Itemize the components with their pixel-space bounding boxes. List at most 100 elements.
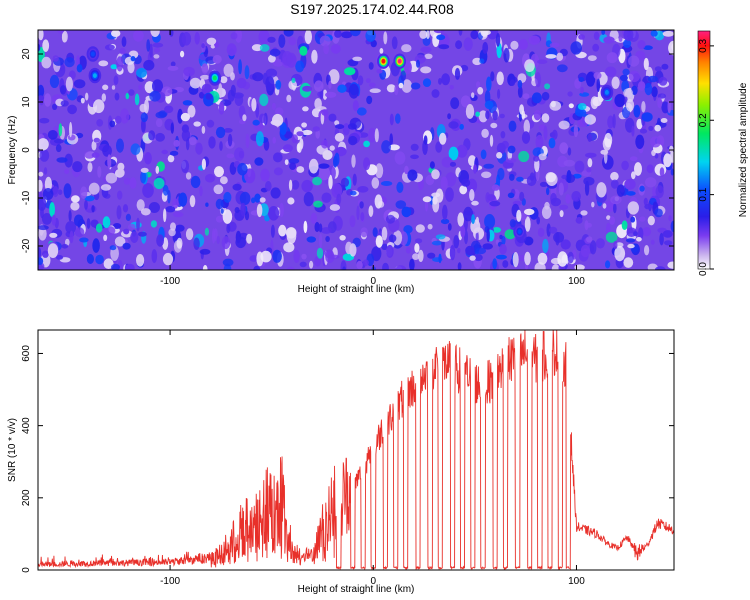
heatmap-cell — [556, 52, 564, 61]
heatmap-cell — [636, 237, 642, 242]
heatmap-cell — [647, 75, 659, 83]
heatmap-cell — [652, 186, 656, 197]
heatmap-cell — [85, 92, 89, 101]
heatmap-cell — [575, 217, 583, 224]
heatmap-cell — [363, 157, 371, 171]
heatmap-cell — [215, 198, 224, 210]
heatmap-cell — [360, 227, 368, 238]
heatmap-cell — [337, 84, 347, 93]
heatmap-cell — [205, 93, 213, 100]
heatmap-cell — [365, 30, 376, 42]
heatmap-cell — [415, 238, 423, 244]
heatmap-cell — [244, 211, 250, 221]
heatmap-cell — [567, 251, 574, 264]
heatmap-cell — [291, 134, 298, 144]
heatmap-cell — [183, 66, 195, 77]
heatmap-cell — [112, 223, 122, 229]
heatmap-cell — [301, 179, 313, 193]
heatmap-cell — [604, 132, 613, 148]
heatmap-cell — [226, 153, 235, 159]
heatmap-cell — [301, 253, 307, 260]
heatmap-cell — [170, 61, 176, 67]
heatmap-cell — [265, 75, 275, 92]
heatmap-cell — [319, 35, 331, 47]
heatmap-cell — [389, 113, 394, 126]
heatmap-cell — [208, 136, 216, 149]
heatmap-cell — [201, 125, 206, 134]
heatmap-cell — [180, 112, 190, 122]
heatmap-cell — [538, 153, 547, 161]
heatmap-cell — [220, 76, 228, 84]
heatmap-cell — [345, 241, 353, 255]
heatmap-cell — [65, 76, 73, 92]
heatmap-cell — [544, 201, 550, 210]
heatmap-cell — [178, 192, 188, 207]
heatmap-cell — [516, 176, 524, 182]
heatmap-cell — [325, 236, 330, 242]
heatmap-cell — [475, 111, 480, 117]
heatmap-hotspots — [86, 46, 614, 240]
heatmap-cell — [496, 142, 506, 154]
heatmap-cell — [523, 119, 530, 135]
heatmap-cell — [556, 64, 568, 73]
heatmap-cell — [341, 31, 353, 39]
heatmap-cell — [593, 31, 600, 41]
heatmap-cell — [368, 205, 374, 217]
heatmap-cell — [149, 90, 161, 102]
heatmap-cell — [268, 54, 276, 63]
heatmap-cell — [670, 168, 674, 176]
heatmap-cell — [497, 89, 501, 99]
heatmap-cell — [420, 66, 432, 74]
heatmap-cell — [607, 115, 614, 129]
heatmap-cell — [485, 192, 491, 203]
heatmap-cell — [584, 114, 596, 125]
heatmap-cell — [549, 226, 558, 234]
heatmap-cell — [287, 197, 295, 205]
heatmap-cell — [180, 50, 185, 58]
heatmap-cell — [516, 209, 522, 222]
heatmap-cell — [481, 171, 492, 179]
heatmap-cell — [328, 80, 332, 90]
heatmap-cell — [571, 191, 581, 202]
heatmap-cell — [625, 238, 636, 243]
heatmap-cell — [226, 223, 231, 234]
heatmap-cell — [170, 122, 174, 134]
heatmap-cell — [613, 240, 618, 250]
heatmap-cell — [200, 74, 210, 80]
heatmap-cell — [610, 195, 622, 205]
heatmap-cell — [654, 208, 663, 218]
heatmap-cell — [623, 39, 632, 48]
heatmap-cell — [313, 200, 323, 208]
heatmap-cell — [258, 30, 270, 45]
heatmap-cell — [73, 79, 86, 89]
heatmap-cell — [495, 33, 501, 47]
heatmap-cell — [618, 36, 623, 42]
heatmap-cell — [603, 36, 615, 44]
heatmap-cell — [486, 228, 490, 243]
heatmap-cell — [628, 55, 640, 67]
heatmap-cell — [275, 107, 284, 116]
heatmap-cell — [524, 59, 535, 72]
heatmap-cell — [661, 63, 669, 70]
heatmap-cell — [255, 131, 264, 147]
heatmap-cell — [584, 220, 589, 231]
heatmap-cell — [251, 44, 263, 52]
heatmap-cell — [550, 100, 556, 108]
heatmap-cell — [442, 204, 448, 220]
heatmap-cell — [148, 202, 160, 213]
heatmap-cell — [587, 133, 592, 142]
heatmap-cell — [414, 243, 420, 253]
heatmap-cell — [210, 44, 216, 49]
heatmap-cell — [369, 88, 381, 93]
heatmap-cell — [239, 191, 251, 205]
heatmap-cell — [140, 208, 151, 216]
heatmap-cell — [288, 80, 298, 90]
heatmap-cell — [424, 53, 433, 59]
heatmap-cell — [610, 171, 619, 181]
heatmap-cell — [57, 30, 65, 34]
heatmap-cell — [507, 145, 516, 154]
heatmap-cell — [65, 238, 70, 246]
heatmap-cell — [199, 248, 211, 255]
heatmap-cell — [92, 238, 100, 253]
heatmap-cell — [61, 244, 69, 249]
